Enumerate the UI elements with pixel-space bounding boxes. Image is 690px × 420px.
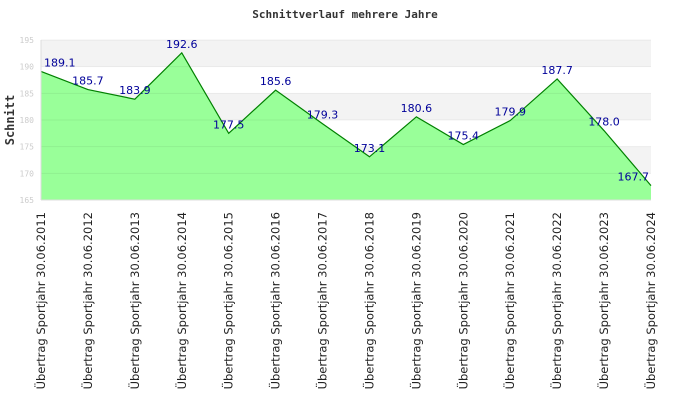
data-label: 179.9 (494, 106, 526, 119)
x-tick-label: Übertrag Sportjahr 30.06.2020 (454, 212, 470, 389)
x-tick-label: Übertrag Sportjahr 30.06.2013 (126, 212, 142, 389)
data-label: 173.1 (354, 142, 386, 155)
data-label: 180.6 (401, 102, 433, 115)
x-tick-label: Übertrag Sportjahr 30.06.2014 (173, 212, 189, 389)
data-label: 167.7 (618, 171, 650, 184)
y-tick-label: 185 (20, 89, 35, 98)
y-axis-label: Schnitt (3, 95, 17, 146)
y-tick-label: 165 (20, 196, 35, 205)
data-label: 179.3 (307, 109, 339, 122)
data-label: 175.4 (448, 130, 480, 143)
y-tick-label: 170 (20, 169, 35, 178)
data-label: 177.5 (213, 118, 245, 131)
x-tick-label: Übertrag Sportjahr 30.06.2021 (501, 212, 517, 389)
data-label: 178.0 (588, 116, 620, 129)
x-tick-label: Übertrag Sportjahr 30.06.2018 (360, 212, 376, 389)
data-label: 185.7 (72, 75, 104, 88)
x-tick-label: Übertrag Sportjahr 30.06.2012 (79, 212, 95, 389)
area-fill (41, 52, 651, 200)
y-tick-label: 180 (20, 116, 35, 125)
y-tick-label: 190 (20, 63, 35, 72)
x-tick-label: Übertrag Sportjahr 30.06.2023 (595, 212, 611, 389)
y-tick-label: 175 (20, 143, 35, 152)
x-tick-label: Übertrag Sportjahr 30.06.2015 (220, 212, 236, 389)
data-label: 183.9 (119, 84, 151, 97)
data-label: 189.1 (44, 56, 76, 69)
data-label: 192.6 (166, 38, 198, 51)
data-label: 187.7 (541, 64, 573, 77)
chart-title: Schnittverlauf mehrere Jahre (252, 8, 438, 21)
x-tick-label: Übertrag Sportjahr 30.06.2022 (548, 212, 564, 389)
x-tick-label: Übertrag Sportjahr 30.06.2011 (32, 212, 48, 389)
grid-band (41, 40, 651, 67)
y-tick-label: 195 (20, 36, 35, 45)
x-tick-label: Übertrag Sportjahr 30.06.2017 (314, 212, 330, 389)
x-tick-label: Übertrag Sportjahr 30.06.2024 (642, 212, 658, 389)
data-label: 185.6 (260, 75, 292, 88)
x-tick-label: Übertrag Sportjahr 30.06.2016 (267, 212, 283, 389)
x-tick-label: Übertrag Sportjahr 30.06.2019 (407, 212, 423, 389)
series-line (40, 51, 652, 186)
